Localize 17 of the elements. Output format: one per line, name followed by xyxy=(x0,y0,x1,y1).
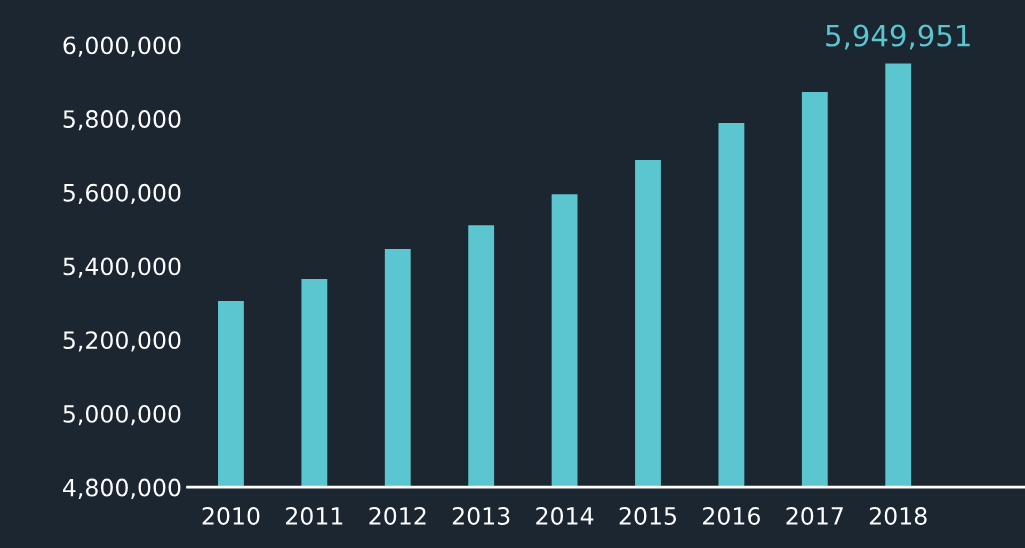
x-tick-label: 2010 xyxy=(202,507,260,525)
x-tick-label: 2013 xyxy=(452,507,510,525)
y-tick-label: 4,800,000 xyxy=(63,478,181,499)
y-tick-label: 5,400,000 xyxy=(63,257,181,278)
x-tick-label: 2012 xyxy=(369,507,426,525)
y-tick-label: 5,600,000 xyxy=(63,183,181,205)
x-tick-label: 2017 xyxy=(786,507,843,525)
y-tick-label: 6,000,000 xyxy=(63,36,181,57)
x-tick-label: 2018 xyxy=(869,507,927,525)
y-tick-label: 5,200,000 xyxy=(63,331,181,352)
x-tick-label: 2014 xyxy=(536,507,594,525)
data-label: 5,949,951 xyxy=(826,24,970,50)
x-tick-label: 2011 xyxy=(286,507,343,525)
y-tick-label: 5,000,000 xyxy=(63,404,181,426)
y-tick-label: 5,800,000 xyxy=(63,110,181,131)
x-tick-label: 2015 xyxy=(619,507,676,525)
x-tick-label: 2016 xyxy=(703,507,760,525)
